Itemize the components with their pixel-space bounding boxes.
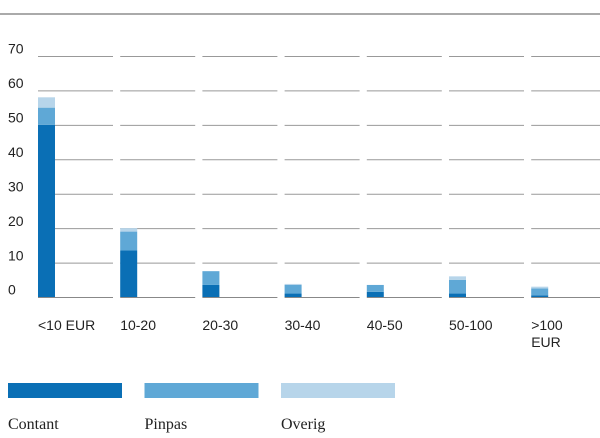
y-tick-label: 20	[8, 213, 24, 229]
x-tick-label: 10-20	[120, 317, 156, 333]
bar-segment	[38, 97, 55, 108]
y-tick-label: 10	[8, 247, 24, 263]
bar-segment	[531, 295, 549, 297]
y-tick-label: 50	[8, 110, 24, 126]
x-tick-label: 20-30	[202, 317, 239, 333]
bar-segment	[284, 283, 302, 285]
legend-swatch	[8, 383, 122, 398]
bar-segment	[366, 291, 384, 297]
bar-segment	[120, 231, 138, 251]
y-tick-label: 60	[8, 75, 24, 91]
bar-segment	[449, 293, 466, 297]
bar-segment	[202, 271, 220, 285]
legend-swatch	[144, 383, 259, 398]
bar-segment	[38, 107, 55, 125]
bar-segment	[366, 284, 384, 292]
bar-segment	[202, 284, 220, 297]
legend-swatch	[281, 383, 395, 398]
bar-segment	[531, 288, 549, 296]
legend-label: Pinpas	[144, 416, 188, 433]
bar-segment	[38, 124, 55, 297]
x-tick-label: 30-40	[284, 317, 321, 333]
y-tick-label: 0	[8, 282, 16, 298]
x-tick-label: 50-100	[449, 317, 493, 333]
bar-segment	[284, 284, 302, 294]
y-tick-label: 40	[8, 144, 24, 160]
x-tick-label: >100 EUR	[531, 317, 563, 350]
y-tick-label: 70	[8, 41, 24, 57]
bar-segment	[120, 228, 138, 232]
bar-segment	[449, 279, 466, 294]
bar-segment	[531, 286, 549, 289]
x-tick-label: <10 EUR	[38, 317, 96, 333]
y-tick-label: 30	[8, 178, 24, 194]
bar-segment	[284, 293, 302, 297]
bar-segment	[449, 276, 466, 280]
legend-label: Contant	[8, 416, 59, 433]
legend-label: Overig	[281, 416, 326, 433]
bar-segment	[120, 250, 138, 297]
x-tick-label: 40-50	[366, 317, 403, 333]
